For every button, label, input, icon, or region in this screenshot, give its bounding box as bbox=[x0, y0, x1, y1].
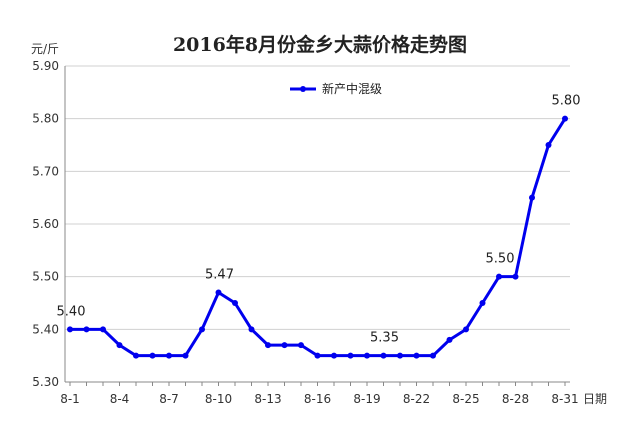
y-tick-label: 5.30 bbox=[32, 375, 59, 389]
y-axis-unit-label: 元/斤 bbox=[31, 42, 59, 56]
data-point bbox=[529, 194, 535, 201]
data-point bbox=[265, 342, 271, 349]
data-point bbox=[314, 352, 321, 359]
data-point bbox=[545, 142, 552, 148]
data-point bbox=[100, 326, 106, 333]
y-tick-label: 5.50 bbox=[32, 270, 59, 284]
data-point bbox=[512, 273, 519, 280]
data-point bbox=[116, 342, 123, 349]
data-point bbox=[380, 352, 387, 359]
data-point bbox=[562, 115, 568, 122]
data-point bbox=[446, 336, 453, 343]
y-tick-label: 5.40 bbox=[32, 322, 59, 336]
x-tick-label: 8-28 bbox=[502, 392, 529, 406]
data-point bbox=[232, 300, 238, 306]
data-label: 5.40 bbox=[57, 304, 86, 319]
data-point bbox=[413, 352, 420, 359]
x-tick-label: 8-4 bbox=[110, 392, 130, 406]
legend-label: 新产中混级 bbox=[322, 81, 382, 96]
data-point bbox=[331, 352, 337, 359]
data-point bbox=[149, 352, 156, 359]
data-point bbox=[248, 326, 255, 333]
y-tick-label: 5.90 bbox=[32, 59, 59, 73]
y-tick-label: 5.80 bbox=[32, 112, 59, 126]
legend: 新产中混级 bbox=[290, 81, 382, 96]
data-point bbox=[67, 326, 73, 333]
data-point bbox=[463, 326, 469, 333]
x-tick-label: 8-31 bbox=[551, 392, 578, 406]
data-point bbox=[479, 300, 486, 306]
data-point bbox=[298, 342, 304, 349]
x-tick-label: 8-19 bbox=[353, 392, 380, 406]
series-new-mixed-grade bbox=[67, 115, 568, 359]
data-label: 5.50 bbox=[486, 252, 515, 267]
data-labels: 5.40 5.47 5.35 5.50 5.80 bbox=[57, 94, 581, 346]
x-axis-unit-label: 日期 bbox=[583, 392, 607, 406]
data-point bbox=[215, 289, 222, 296]
x-tick-label: 8-13 bbox=[254, 392, 281, 406]
data-label: 5.35 bbox=[370, 331, 399, 346]
legend-swatch-marker bbox=[300, 86, 306, 92]
x-tick-label: 8-22 bbox=[403, 392, 430, 406]
data-label: 5.47 bbox=[205, 267, 234, 282]
chart-title: 2016年8月份金乡大蒜价格走势图 bbox=[173, 33, 467, 56]
data-point bbox=[496, 273, 502, 280]
x-tick-label: 8-1 bbox=[60, 392, 80, 406]
x-tick-label: 8-7 bbox=[159, 392, 179, 406]
data-point bbox=[83, 326, 90, 333]
data-point bbox=[364, 352, 370, 359]
data-point bbox=[281, 342, 288, 349]
y-tick-label: 5.60 bbox=[32, 217, 59, 231]
x-tick-label: 8-25 bbox=[452, 392, 479, 406]
x-tick-label: 8-16 bbox=[304, 392, 331, 406]
axes bbox=[64, 66, 570, 386]
data-point bbox=[166, 352, 172, 359]
data-point bbox=[430, 352, 436, 359]
y-tick-label: 5.70 bbox=[32, 164, 59, 178]
data-point bbox=[199, 326, 205, 333]
data-point bbox=[347, 352, 354, 359]
data-point bbox=[182, 352, 189, 359]
tick-labels: 5.30 5.40 5.50 5.60 5.70 5.80 5.90 8-1 8-4 8-7 8-1… bbox=[32, 59, 578, 406]
x-tick-label: 8-10 bbox=[205, 392, 232, 406]
data-point bbox=[133, 352, 139, 359]
data-point bbox=[397, 352, 403, 359]
data-label: 5.80 bbox=[552, 94, 581, 109]
